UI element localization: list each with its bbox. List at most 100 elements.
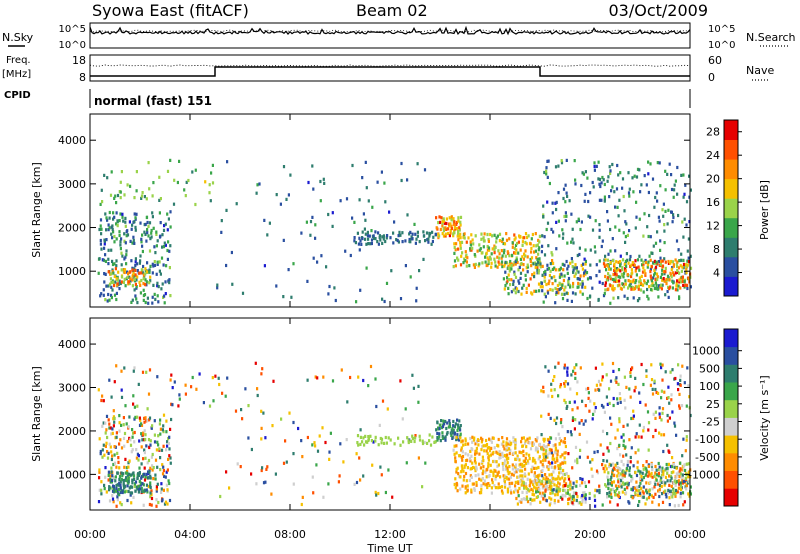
scatter-cell [584, 419, 587, 423]
scatter-cell [424, 461, 427, 465]
scatter-cell [481, 472, 484, 476]
scatter-cell [595, 383, 598, 387]
scatter-cell [101, 424, 104, 428]
scatter-cell [169, 244, 172, 248]
scatter-cell [685, 487, 688, 491]
scatter-cell [559, 455, 562, 459]
scatter-cell [517, 279, 520, 283]
scatter-cell [638, 217, 641, 221]
scatter-cell [558, 471, 561, 475]
scatter-cell [160, 287, 163, 291]
scatter-cell [218, 382, 221, 387]
scatter-cell [638, 268, 641, 272]
scatter-cell [552, 230, 555, 234]
scatter-cell [117, 460, 120, 464]
scatter-cell [476, 249, 479, 253]
scatter-cell [524, 467, 527, 471]
scatter-cell [685, 435, 688, 439]
scatter-cell [455, 444, 458, 448]
scatter-cell [127, 476, 130, 481]
scatter-cell [584, 272, 587, 276]
scatter-cell [677, 472, 680, 476]
scatter-cell [123, 465, 126, 469]
scatter-cell [608, 195, 611, 199]
scatter-cell [584, 500, 587, 504]
scatter-cell [151, 271, 154, 275]
scatter-cell [481, 438, 484, 442]
scatter-cell [117, 456, 120, 460]
scatter-cell [166, 228, 169, 232]
scatter-cell [457, 258, 460, 262]
scatter-cell [682, 437, 685, 441]
scatter-cell [575, 484, 578, 488]
scatter-cell [263, 264, 266, 268]
colorbar-segment [724, 198, 738, 219]
scatter-cell [558, 275, 561, 279]
scatter-cell [614, 205, 617, 209]
scatter-cell [126, 275, 129, 280]
scatter-cell [292, 452, 295, 456]
scatter-cell [464, 442, 467, 446]
scatter-cell [526, 255, 529, 259]
scatter-cell [438, 426, 441, 430]
scatter-cell [639, 288, 643, 292]
scatter-cell [534, 249, 537, 253]
scatter-cell [614, 225, 617, 229]
scatter-cell [558, 482, 561, 486]
scatter-cell [640, 486, 643, 490]
scatter-cell [109, 277, 112, 281]
scatter-cell [323, 181, 326, 185]
scatter-cell [507, 273, 510, 277]
scatter-cell [121, 212, 124, 216]
scatter-cell [629, 281, 632, 285]
scatter-cell [558, 287, 561, 292]
scatter-cell [490, 486, 493, 490]
scatter-cell [620, 459, 623, 463]
scatter-cell [119, 480, 122, 484]
scatter-cell [159, 468, 162, 472]
scatter-cell [553, 375, 556, 379]
scatter-cell [353, 239, 356, 243]
scatter-cell [654, 387, 657, 392]
scatter-cell [337, 480, 340, 484]
scatter-cell [264, 480, 267, 484]
scatter-cell [133, 212, 136, 216]
scatter-cell [217, 376, 220, 380]
scatter-cell [566, 382, 570, 386]
scatter-cell [147, 234, 150, 238]
scatter-cell [498, 262, 501, 266]
scatter-cell [256, 393, 259, 398]
scatter-cell [505, 448, 508, 452]
scatter-cell [525, 461, 528, 466]
scatter-cell [527, 461, 530, 465]
scatter-cell [145, 472, 148, 476]
scatter-cell [672, 470, 675, 474]
scatter-cell [455, 470, 458, 474]
scatter-cell [601, 378, 604, 382]
scatter-cell [168, 249, 171, 253]
scatter-cell [680, 484, 683, 488]
scatter-cell [662, 449, 665, 454]
scatter-cell [140, 490, 143, 494]
scatter-cell [463, 232, 466, 236]
scatter-cell [488, 255, 492, 259]
scatter-cell [473, 459, 477, 463]
scatter-cell [367, 242, 370, 246]
scatter-cell [537, 465, 540, 470]
scatter-cell [670, 493, 673, 497]
scatter-cell [570, 257, 573, 261]
scatter-cell [507, 251, 510, 256]
scatter-cell [600, 244, 603, 249]
scatter-cell [629, 370, 632, 375]
scatter-cell [134, 260, 137, 264]
scatter-cell [142, 264, 145, 269]
scatter-cell [441, 232, 444, 236]
scatter-cell [671, 271, 675, 275]
scatter-cell [631, 366, 634, 370]
scatter-cell [475, 439, 478, 443]
scatter-cell [452, 435, 455, 439]
scatter-cell [368, 234, 371, 238]
scatter-cell [571, 291, 575, 295]
scatter-cell [537, 477, 540, 481]
scatter-cell [621, 476, 624, 480]
